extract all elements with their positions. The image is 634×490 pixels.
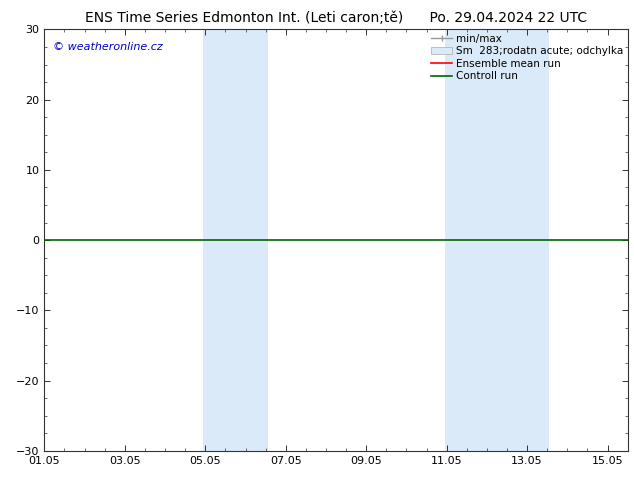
Bar (444, 29, 465, 451)
Bar (204, 29, 223, 451)
Text: © weatheronline.cz: © weatheronline.cz (53, 42, 163, 52)
Legend: min/max, Sm  283;rodatn acute; odchylka, Ensemble mean run, Controll run: min/max, Sm 283;rodatn acute; odchylka, … (429, 31, 626, 83)
Bar (465, 29, 549, 451)
Bar (223, 29, 268, 451)
Title: ENS Time Series Edmonton Int. (Leti caron;tě)      Po. 29.04.2024 22 UTC: ENS Time Series Edmonton Int. (Leti caro… (85, 11, 587, 25)
